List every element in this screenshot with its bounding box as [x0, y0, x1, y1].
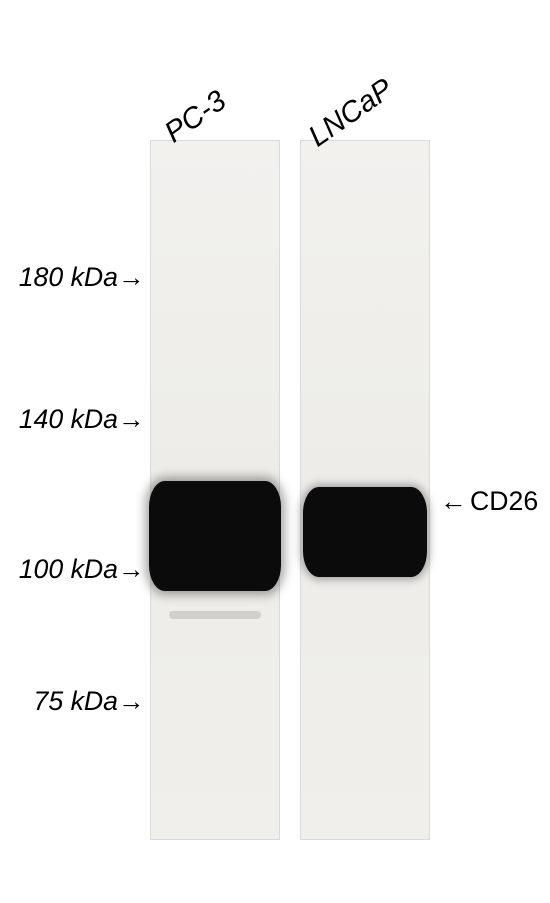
lane-1-band: [149, 481, 281, 591]
lane-1: [150, 140, 280, 840]
marker-75-label: 75 kDa: [0, 686, 118, 717]
target-label: CD26: [470, 486, 538, 517]
figure-container: WWW.PTGLAB.COM PC-3 LNCaP 180 kDa → 140 …: [0, 0, 550, 903]
target-arrow-icon: ←: [440, 486, 467, 517]
lane-2-band: [303, 487, 427, 577]
marker-140-arrow-icon: →: [118, 404, 145, 435]
marker-180-arrow-icon: →: [118, 262, 145, 293]
marker-180-label: 180 kDa: [0, 262, 118, 293]
marker-140-label: 140 kDa: [0, 404, 118, 435]
marker-75-arrow-icon: →: [118, 686, 145, 717]
lane-2: [300, 140, 430, 840]
marker-100-arrow-icon: →: [118, 554, 145, 585]
lane-1-faint-band: [169, 611, 261, 619]
marker-100-label: 100 kDa: [0, 554, 118, 585]
